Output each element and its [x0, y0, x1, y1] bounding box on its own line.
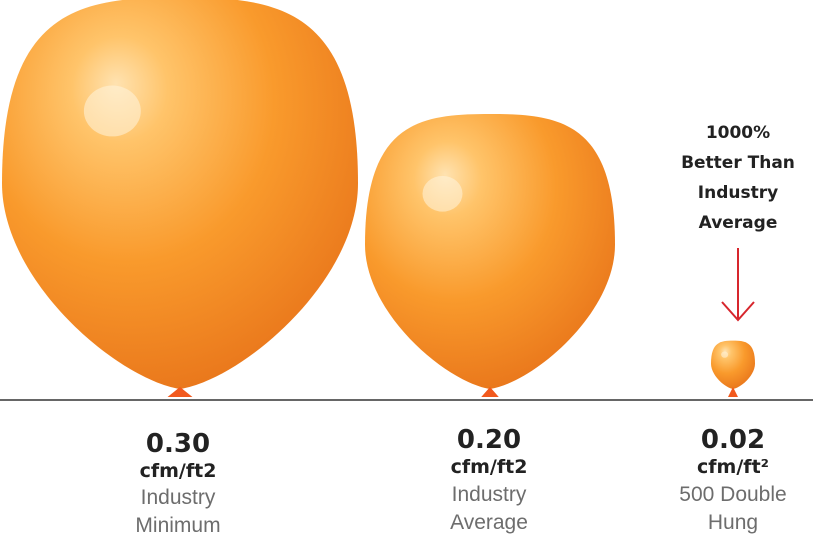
balloon-highlight	[83, 85, 141, 137]
balloon-group	[2, 0, 755, 397]
value-label-industry-average: 0.20	[457, 425, 521, 455]
unit-label-industry-minimum: cfm/ft2	[140, 460, 217, 482]
callout-line-1: 1000%	[706, 123, 770, 143]
desc-line-1-industry-minimum: Industry	[141, 486, 216, 509]
balloon-highlight	[422, 175, 463, 212]
balloon-500-double-hung	[711, 340, 755, 397]
callout-line-2: Better Than	[681, 153, 795, 173]
desc-line-2-500-double-hung: Hung	[708, 511, 758, 534]
balloon-body	[711, 340, 755, 389]
unit-label-industry-average: cfm/ft2	[451, 456, 528, 478]
balloon-body	[2, 0, 358, 389]
balloon-knot	[481, 387, 499, 397]
value-label-industry-minimum: 0.30	[146, 429, 210, 459]
value-label-500-double-hung: 0.02	[701, 425, 765, 455]
balloon-highlight	[721, 351, 729, 358]
balloon-industry-minimum	[2, 0, 358, 397]
callout-line-4: Average	[699, 213, 778, 233]
desc-line-2-industry-minimum: Minimum	[135, 514, 220, 537]
desc-line-1-500-double-hung: 500 Double	[679, 483, 786, 506]
balloon-knot	[728, 387, 738, 397]
balloon-industry-average	[365, 114, 615, 397]
unit-label-500-double-hung: cfm/ft²	[697, 456, 769, 478]
balloon-knot	[167, 387, 193, 397]
down-arrow-icon	[721, 248, 755, 322]
desc-line-1-industry-average: Industry	[452, 483, 527, 506]
callout-line-3: Industry	[698, 183, 778, 203]
desc-line-2-industry-average: Average	[450, 511, 528, 534]
balloon-body	[365, 114, 615, 389]
